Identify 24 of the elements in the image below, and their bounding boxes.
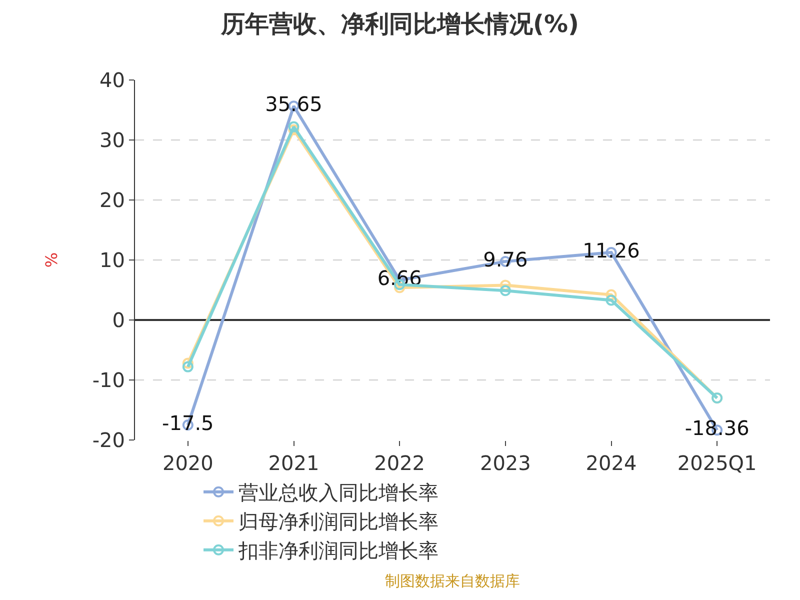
y-tick-label: 0: [112, 308, 125, 332]
legend-label: 扣非净利润同比增长率: [238, 538, 438, 563]
x-tick-label: 2024: [586, 451, 637, 475]
x-tick-label: 2023: [480, 451, 531, 475]
y-axis-title: %: [42, 252, 62, 268]
data-label: -17.5: [162, 411, 214, 435]
legend-label: 归母净利润同比增长率: [238, 510, 438, 534]
y-tick-label: 40: [100, 68, 125, 92]
data-label: 35.65: [265, 92, 322, 116]
x-tick-label: 2025Q1: [677, 451, 757, 475]
x-tick-label: 2021: [268, 451, 320, 475]
y-tick-label: -10: [92, 368, 125, 392]
legend-label: 营业总收入同比增长率: [238, 480, 438, 505]
chart-title: 历年营收、净利同比增长情况(%): [220, 10, 579, 38]
y-tick-label: 20: [100, 188, 125, 212]
y-tick-label: -20: [92, 428, 125, 452]
data-label: 11.26: [582, 238, 640, 262]
y-tick-label: 10: [100, 248, 125, 272]
x-tick-label: 2020: [162, 451, 214, 475]
y-tick-label: 30: [100, 128, 125, 152]
data-label: -18.36: [684, 416, 750, 440]
data-label: 9.76: [483, 247, 528, 272]
x-tick-label: 2022: [374, 451, 426, 475]
text: 制图数据来自数据库: [385, 572, 520, 590]
